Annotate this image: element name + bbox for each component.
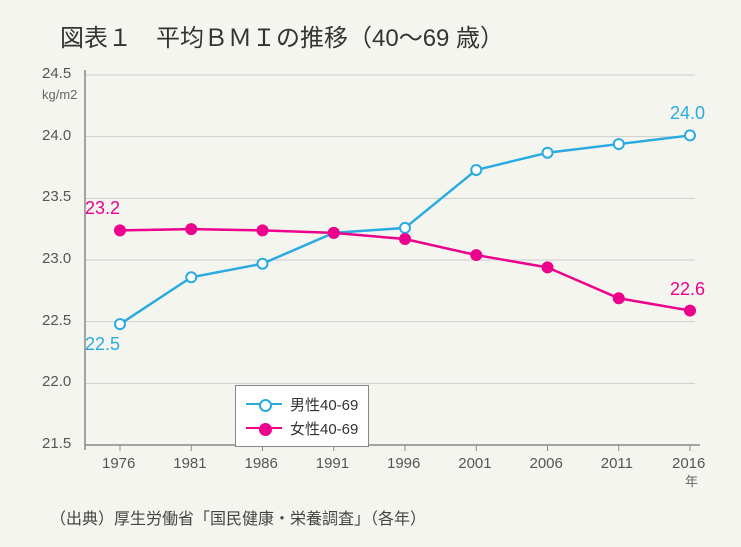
y-tick-label: 24.0 <box>42 127 71 144</box>
legend: 男性40-69 女性40-69 <box>235 385 369 447</box>
x-axis-unit: 年 <box>685 471 698 490</box>
x-tick-label: 1976 <box>102 455 135 472</box>
y-tick-label: 22.5 <box>42 312 71 329</box>
x-tick-label: 2006 <box>530 455 563 472</box>
y-tick-label: 23.0 <box>42 250 71 267</box>
x-tick-label: 1996 <box>387 455 420 472</box>
data-point <box>471 165 481 175</box>
legend-row: 男性40-69 <box>246 392 358 416</box>
y-tick-label: 24.5 <box>42 65 71 82</box>
x-tick-label: 1991 <box>316 455 349 472</box>
y-tick-label: 21.5 <box>42 435 71 452</box>
data-point <box>614 139 624 149</box>
y-axis-unit: kg/m2 <box>42 87 77 102</box>
data-point <box>685 130 695 140</box>
data-point <box>543 148 553 158</box>
data-point <box>471 250 481 260</box>
data-point <box>400 234 410 244</box>
chart-area: kg/m2 年 男性40-69 女性40-69 21.5 22.0 22.5 23.0 2… <box>0 60 741 490</box>
data-point <box>543 262 553 272</box>
x-tick-label: 2016 <box>672 455 705 472</box>
x-tick-label: 2011 <box>601 455 633 472</box>
series-end-label: 24.0 <box>670 103 705 124</box>
series-start-label: 23.2 <box>85 198 120 219</box>
data-point <box>186 272 196 282</box>
data-point <box>685 306 695 316</box>
x-tick-label: 1981 <box>173 455 206 472</box>
legend-label: 女性40-69 <box>290 418 358 439</box>
chart-svg <box>0 60 741 490</box>
data-point <box>115 319 125 329</box>
data-point <box>258 259 268 269</box>
x-tick-label: 2001 <box>458 455 491 472</box>
y-tick-label: 22.0 <box>42 373 71 390</box>
legend-row: 女性40-69 <box>246 416 358 440</box>
legend-label: 男性40-69 <box>290 394 358 415</box>
data-point <box>258 225 268 235</box>
x-tick-label: 1986 <box>245 455 278 472</box>
series-end-label: 22.6 <box>670 279 705 300</box>
data-point <box>186 224 196 234</box>
y-tick-label: 23.5 <box>42 188 71 205</box>
series-start-label: 22.5 <box>85 334 120 355</box>
data-point <box>115 225 125 235</box>
chart-title: 図表１ 平均ＢＭＩの推移（40～69 歳） <box>60 18 504 53</box>
data-point <box>614 293 624 303</box>
data-point <box>400 223 410 233</box>
data-point <box>329 228 339 238</box>
source-text: （出典）厚生労働省「国民健康・栄養調査」（各年） <box>50 505 426 529</box>
